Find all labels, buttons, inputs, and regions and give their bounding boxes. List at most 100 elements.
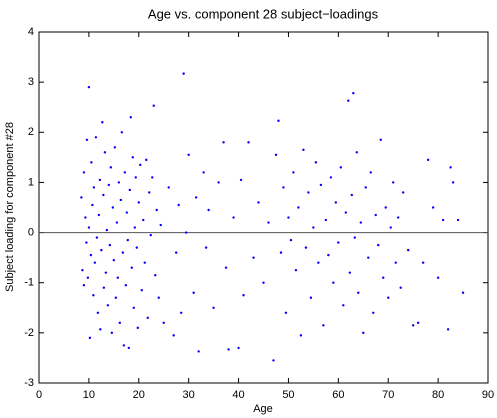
- point: [334, 201, 338, 204]
- point: [289, 238, 293, 242]
- point: [119, 198, 123, 202]
- point: [274, 153, 278, 157]
- point: [377, 243, 380, 247]
- point: [353, 236, 356, 239]
- point: [342, 304, 345, 307]
- point: [324, 218, 328, 222]
- point: [99, 328, 102, 331]
- point: [257, 201, 260, 204]
- point: [139, 163, 142, 167]
- point: [114, 296, 118, 299]
- x-tick-label: 90: [482, 389, 494, 401]
- point: [304, 246, 308, 249]
- point: [143, 261, 146, 264]
- x-tick-label: 10: [83, 389, 95, 401]
- point: [312, 226, 315, 229]
- point: [348, 271, 352, 274]
- point: [128, 188, 131, 192]
- point: [337, 241, 340, 244]
- point: [87, 85, 91, 89]
- point: [314, 161, 318, 164]
- point: [106, 304, 110, 307]
- point: [89, 253, 93, 257]
- point: [401, 191, 405, 194]
- point: [446, 328, 450, 331]
- plot-frame: [38, 31, 489, 384]
- point: [124, 284, 128, 287]
- point: [431, 206, 435, 209]
- point: [157, 296, 160, 299]
- point: [105, 228, 109, 232]
- point: [421, 261, 425, 264]
- point: [86, 276, 90, 279]
- point: [350, 193, 354, 197]
- point: [362, 331, 365, 335]
- point: [397, 216, 400, 219]
- point: [387, 296, 390, 299]
- point: [187, 153, 190, 157]
- point: [88, 336, 92, 340]
- point: [357, 291, 360, 294]
- point: [232, 216, 235, 219]
- point: [174, 251, 178, 254]
- point: [294, 268, 298, 272]
- point: [125, 211, 129, 214]
- point: [374, 213, 377, 217]
- point: [132, 306, 135, 309]
- point: [162, 321, 165, 325]
- point: [322, 324, 325, 327]
- y-tick-label: -2: [24, 327, 34, 339]
- point: [416, 321, 420, 325]
- point: [129, 116, 132, 119]
- point: [347, 99, 350, 102]
- point: [204, 246, 208, 249]
- point: [242, 294, 245, 297]
- point: [227, 348, 230, 351]
- point: [224, 266, 228, 269]
- point: [212, 306, 215, 309]
- x-tick-label: 70: [382, 389, 394, 401]
- point: [92, 294, 95, 297]
- point: [134, 176, 137, 179]
- point: [103, 151, 107, 154]
- point: [146, 316, 149, 320]
- point: [399, 286, 402, 289]
- y-tick-label: 3: [28, 76, 34, 88]
- point: [297, 206, 300, 209]
- point: [104, 271, 108, 274]
- point: [267, 221, 270, 224]
- point: [154, 273, 157, 277]
- point: [85, 138, 89, 142]
- point: [107, 183, 111, 187]
- point: [339, 166, 343, 169]
- point: [122, 344, 126, 347]
- point: [87, 226, 91, 229]
- y-tick-label: -3: [24, 377, 34, 389]
- point: [81, 268, 84, 272]
- point: [110, 331, 114, 335]
- point: [272, 359, 275, 362]
- point: [222, 141, 225, 144]
- point: [159, 223, 162, 227]
- point: [172, 334, 175, 337]
- x-tick-label: 80: [432, 389, 444, 401]
- point: [140, 289, 143, 292]
- point: [252, 256, 255, 259]
- point: [279, 251, 283, 254]
- point: [392, 181, 395, 184]
- x-tick-label: 40: [232, 389, 244, 401]
- point: [426, 158, 430, 162]
- point: [91, 203, 94, 207]
- x-tick-label: 20: [133, 389, 145, 401]
- point: [394, 261, 397, 264]
- point: [127, 346, 130, 350]
- point: [131, 156, 134, 159]
- point: [367, 256, 370, 259]
- point: [155, 208, 158, 212]
- point: [382, 276, 385, 279]
- point: [93, 261, 97, 264]
- point: [82, 171, 86, 174]
- point: [100, 248, 103, 252]
- point: [117, 181, 121, 184]
